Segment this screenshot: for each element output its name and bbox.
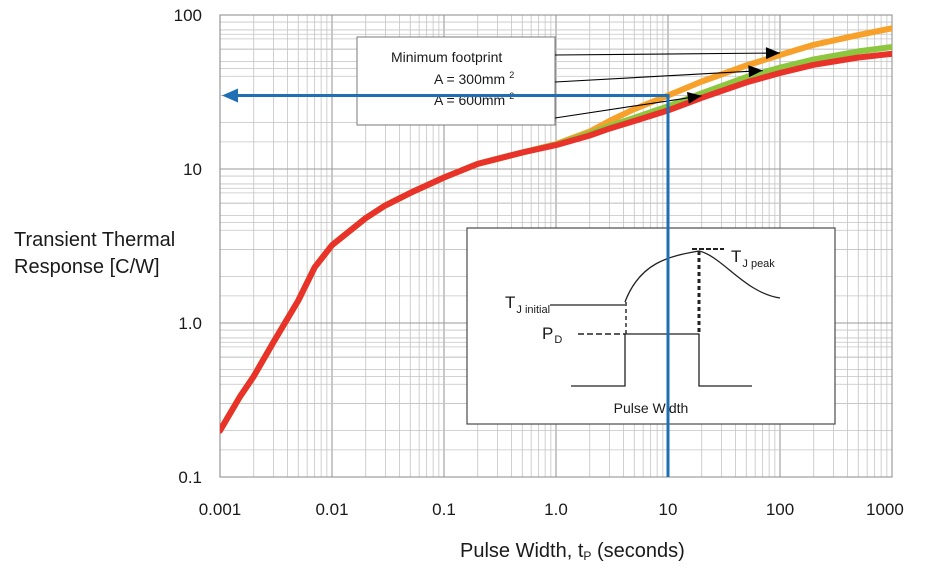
inset-tj-peak-sub: J peak xyxy=(742,258,775,270)
x-axis-title-tail: (seconds) xyxy=(591,540,684,562)
x-tick-labels: 0.001 0.01 0.1 1.0 10 100 1000 xyxy=(199,500,904,519)
legend-arrow-line xyxy=(554,69,763,83)
legend-arrow-line xyxy=(554,52,781,56)
inset-pd-sub: D xyxy=(554,334,562,346)
pulse-inset: TJ peak TJ initial PD Pulse Width xyxy=(466,227,836,425)
y-tick-label: 0.1 xyxy=(178,468,202,487)
legend-300mm-sup: 2 xyxy=(509,70,514,80)
legend-arrows xyxy=(554,47,781,119)
inset-frame xyxy=(466,227,836,425)
reference-lines xyxy=(222,88,670,477)
inset-tj-initial-label: TJ initial xyxy=(505,293,550,316)
x-tick-label: 1.0 xyxy=(544,500,568,519)
x-axis-title-main: Pulse Width, t xyxy=(460,540,584,562)
inset-tj-initial-sub: J initial xyxy=(516,304,550,316)
legend-300mm-text: A = 300mm xyxy=(434,71,505,87)
inset-pd-main: P xyxy=(542,324,553,343)
inset-tj-initial-main: T xyxy=(505,293,515,312)
x-tick-label: 0.01 xyxy=(315,500,348,519)
x-tick-label: 1000 xyxy=(866,500,904,519)
inset-pd-label: PD xyxy=(542,324,562,346)
legend-arrow-head xyxy=(748,65,763,78)
legend-line-600mm: A = 600mm2 xyxy=(434,91,514,108)
x-tick-label: 100 xyxy=(766,500,794,519)
legend-arrow-head xyxy=(765,47,780,60)
legend-arrow-head xyxy=(687,92,702,104)
y-tick-label: 1.0 xyxy=(178,314,202,333)
y-axis-title-line1: Transient Thermal xyxy=(14,229,175,251)
legend-line-minimum-footprint: Minimum footprint xyxy=(391,49,502,65)
legend-box-frame xyxy=(356,36,556,126)
x-tick-label: 0.001 xyxy=(199,500,242,519)
legend-line-300mm: A = 300mm 2 xyxy=(434,70,514,87)
y-tick-labels: 0.1 1.0 10 100 xyxy=(174,6,202,487)
inset-caption: Pulse Width xyxy=(614,400,689,416)
y-tick-label: 10 xyxy=(183,160,202,179)
x-axis-title-sub: P xyxy=(583,549,591,563)
series-line-2 xyxy=(220,50,892,434)
x-axis-title: Pulse Width, tP (seconds) xyxy=(460,540,685,563)
x-tick-label: 10 xyxy=(659,500,678,519)
plot-frame xyxy=(219,14,893,478)
x-tick-label: 0.1 xyxy=(432,500,456,519)
legend-arrow-line xyxy=(554,95,702,119)
reference-arrow-head xyxy=(222,88,238,103)
y-tick-label: 100 xyxy=(174,6,202,25)
inset-tj-peak-label: TJ peak xyxy=(731,247,775,270)
inset-tj-peak-main: T xyxy=(731,247,741,266)
inset-power-pulse xyxy=(571,333,752,387)
legend-box: Minimum footprint A = 300mm 2 A = 600mm2 xyxy=(356,36,556,126)
y-axis-title-line2: Response [C/W] xyxy=(14,256,160,278)
